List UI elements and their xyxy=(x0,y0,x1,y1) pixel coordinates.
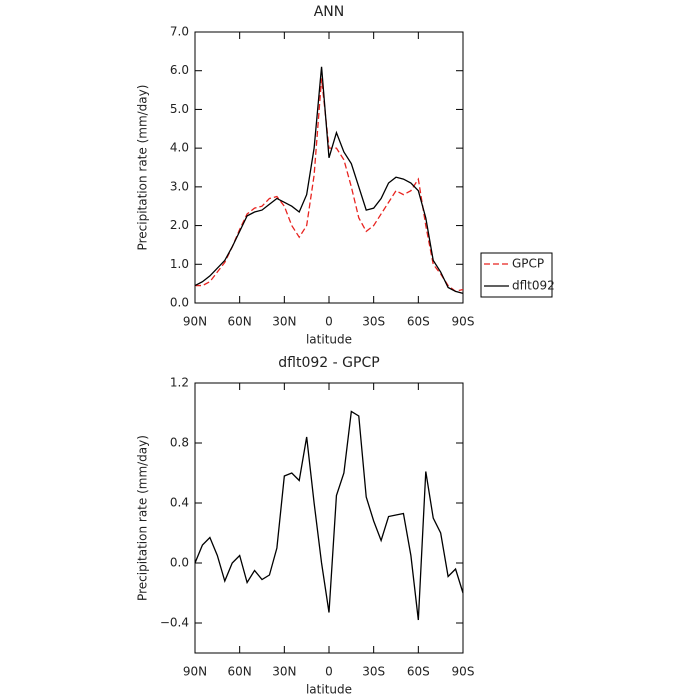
plot-frame xyxy=(194,31,464,304)
x-tick-label: 90N xyxy=(183,315,207,329)
y-axis-label: Precipitation rate (mm/day) xyxy=(136,85,150,251)
x-tick-label: 60N xyxy=(228,665,252,679)
y-tick-label: 0.0 xyxy=(170,296,189,310)
legend-box xyxy=(480,252,553,298)
y-axis-label: Precipitation rate (mm/day) xyxy=(136,435,150,601)
y-tick-label: 2.0 xyxy=(170,218,189,232)
x-tick-label: 30N xyxy=(272,665,296,679)
data-line xyxy=(195,78,464,293)
y-tick-label: 0.4 xyxy=(170,496,189,510)
y-tick-label: 1.2 xyxy=(170,376,189,390)
y-tick-label: 3.0 xyxy=(170,179,189,193)
y-tick-label: 4.0 xyxy=(170,141,189,155)
y-tick-label: 5.0 xyxy=(170,102,189,116)
legend-label: dflt092 xyxy=(512,279,555,293)
y-tick-label: 1.0 xyxy=(170,257,189,271)
x-tick-label: 90S xyxy=(452,665,475,679)
x-tick-label: 30S xyxy=(362,315,385,329)
x-tick-label: 30S xyxy=(362,665,385,679)
x-tick-label: 30N xyxy=(272,315,296,329)
chart-title: dflt092 - GPCP xyxy=(278,355,379,371)
data-line xyxy=(194,410,464,621)
y-tick-label: 0.8 xyxy=(170,436,189,450)
x-axis-label: latitude xyxy=(306,333,352,347)
x-axis-label: latitude xyxy=(306,683,352,697)
data-line xyxy=(194,66,464,294)
x-tick-label: 0 xyxy=(325,665,333,679)
y-tick-label: 7.0 xyxy=(170,25,189,39)
y-tick-label: 0.0 xyxy=(170,556,189,570)
y-tick-label: 6.0 xyxy=(170,63,189,77)
x-tick-label: 90S xyxy=(452,315,475,329)
x-tick-label: 60N xyxy=(228,315,252,329)
legend-label: GPCP xyxy=(512,257,544,271)
x-tick-label: 90N xyxy=(183,665,207,679)
chart-title: ANN xyxy=(314,4,345,20)
x-tick-label: 60S xyxy=(407,665,430,679)
x-tick-label: 0 xyxy=(325,315,333,329)
x-tick-label: 60S xyxy=(407,315,430,329)
y-tick-label: −0.4 xyxy=(160,616,189,630)
